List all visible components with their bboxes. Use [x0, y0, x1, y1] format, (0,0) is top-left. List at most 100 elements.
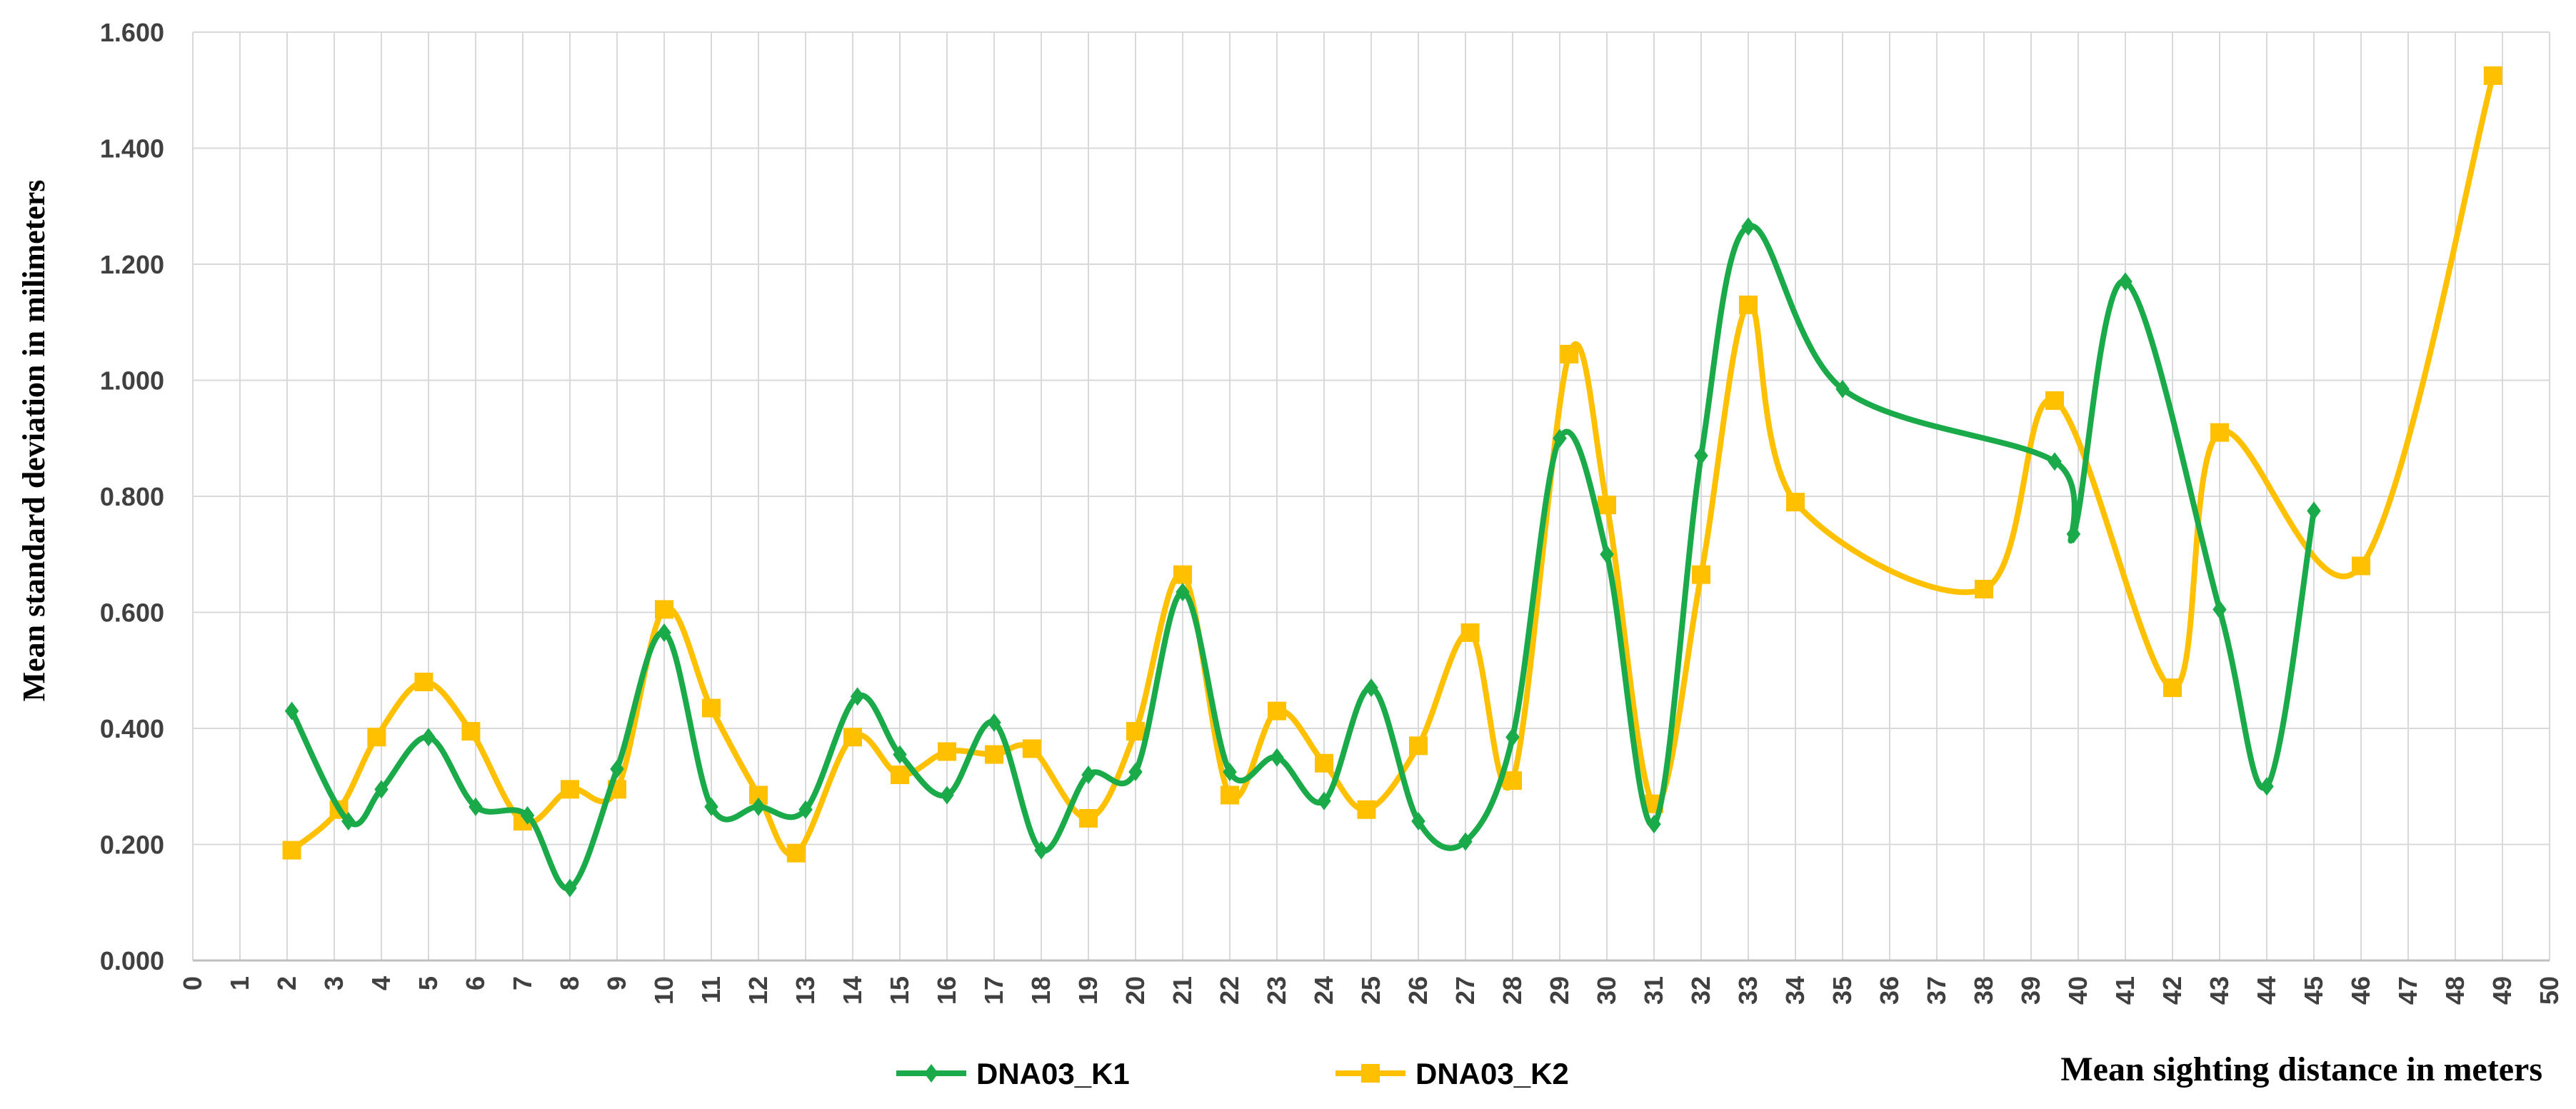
data-point — [1128, 762, 1143, 781]
data-point — [421, 728, 436, 747]
y-tick-label: 0.200 — [100, 831, 164, 860]
x-tick-label: 36 — [1875, 976, 1904, 1005]
series-DNA03_K2 — [282, 66, 2502, 863]
x-tick-label: 16 — [932, 976, 961, 1005]
data-point — [2163, 678, 2182, 698]
y-axis-ticks: 0.000 0.200 0.400 0.600 0.800 1.000 1.200 1.400… — [100, 18, 164, 975]
series-DNA03_K1 — [284, 217, 2321, 898]
x-tick-label: 11 — [696, 976, 726, 1003]
data-point — [282, 840, 301, 860]
x-tick-label: 14 — [838, 976, 867, 1005]
data-point — [843, 728, 862, 747]
data-point — [1126, 722, 1145, 741]
data-point — [1975, 580, 1993, 598]
data-point — [751, 797, 766, 816]
data-point — [1560, 344, 1579, 363]
x-tick-label: 24 — [1309, 976, 1338, 1005]
data-point — [891, 766, 909, 784]
grid-lines — [192, 31, 2550, 961]
x-tick-label: 38 — [1969, 976, 1998, 1005]
data-point — [1786, 493, 1805, 512]
x-tick-label: 28 — [1498, 976, 1527, 1005]
x-tick-label: 33 — [1733, 976, 1763, 1005]
x-tick-label: 42 — [2157, 976, 2187, 1005]
x-tick-label: 22 — [1215, 976, 1244, 1005]
data-point — [987, 713, 1001, 732]
data-point — [1692, 565, 1710, 584]
data-point — [1221, 786, 1239, 805]
data-point — [374, 780, 389, 799]
data-point — [2118, 272, 2133, 291]
data-point — [702, 698, 721, 718]
data-point — [850, 687, 865, 706]
data-point — [2045, 391, 2064, 410]
y-tick-label: 0.800 — [100, 482, 164, 511]
x-tick-label: 20 — [1121, 976, 1150, 1005]
x-tick-label: 10 — [649, 976, 678, 1005]
data-point — [1411, 812, 1425, 831]
x-tick-label: 35 — [1828, 976, 1857, 1005]
data-point — [1835, 379, 1850, 398]
legend-swatch-marker — [924, 1064, 938, 1083]
data-point — [1694, 446, 1708, 466]
data-point — [1460, 623, 1480, 642]
y-axis-label: Mean standard deviation in milimeters — [16, 180, 51, 702]
x-tick-label: 8 — [555, 976, 584, 990]
data-point — [1505, 728, 1520, 747]
data-point — [1173, 565, 1192, 584]
data-point — [1270, 748, 1284, 767]
x-tick-label: 7 — [508, 976, 537, 990]
x-tick-label: 18 — [1026, 976, 1056, 1005]
data-point — [2352, 556, 2370, 576]
x-tick-label: 47 — [2393, 976, 2422, 1005]
data-point — [1022, 739, 1041, 758]
legend-label: DNA03_K1 — [976, 1057, 1130, 1090]
data-point — [657, 623, 671, 642]
x-tick-label: 23 — [1262, 976, 1291, 1005]
data-point — [1081, 766, 1096, 784]
x-tick-label: 32 — [1686, 976, 1715, 1005]
x-tick-label: 39 — [2016, 976, 2045, 1005]
x-tick-label: 44 — [2252, 976, 2281, 1005]
x-tick-label: 5 — [414, 976, 443, 990]
y-tick-label: 0.600 — [100, 598, 164, 628]
data-point — [938, 742, 956, 761]
data-point — [1315, 753, 1333, 773]
data-point — [341, 812, 356, 831]
series-layer — [282, 66, 2502, 898]
x-tick-label: 26 — [1403, 976, 1433, 1005]
data-point — [893, 745, 907, 764]
x-tick-label: 40 — [2063, 976, 2093, 1005]
legend: DNA03_K1 DNA03_K2 — [896, 1057, 1569, 1090]
x-tick-label: 45 — [2299, 976, 2328, 1005]
x-tick-label: 2 — [272, 976, 301, 990]
data-point — [1647, 815, 1661, 834]
x-tick-label: 21 — [1168, 976, 1197, 1005]
data-point — [2066, 524, 2081, 543]
x-axis-ticks: 0 1 2 3 4 5 6 7 8 9 10 11 12 13 14 15 16 17 18 19 20 21 22 23 24… — [178, 976, 2564, 1005]
y-tick-label: 1.400 — [100, 134, 164, 164]
data-point — [798, 800, 813, 819]
x-tick-label: 50 — [2535, 976, 2564, 1005]
data-point — [1598, 496, 1616, 515]
x-axis-label: Mean sighting distance in meters — [2060, 1050, 2542, 1088]
data-point — [655, 600, 673, 619]
data-point — [461, 722, 481, 741]
data-point — [2483, 66, 2502, 85]
data-point — [1317, 791, 1331, 811]
data-point — [985, 745, 1003, 764]
y-tick-label: 1.600 — [100, 18, 164, 47]
data-point — [2048, 452, 2062, 471]
x-tick-label: 29 — [1545, 976, 1574, 1005]
x-tick-label: 25 — [1356, 976, 1385, 1005]
x-tick-label: 37 — [1922, 976, 1951, 1005]
data-point — [520, 806, 535, 825]
data-point — [1223, 762, 1237, 781]
legend-swatch-marker — [1361, 1064, 1380, 1083]
x-tick-label: 4 — [366, 976, 396, 990]
data-point — [610, 759, 624, 778]
data-point — [1357, 800, 1376, 819]
x-tick-label: 13 — [791, 976, 820, 1005]
data-point — [1079, 808, 1098, 828]
